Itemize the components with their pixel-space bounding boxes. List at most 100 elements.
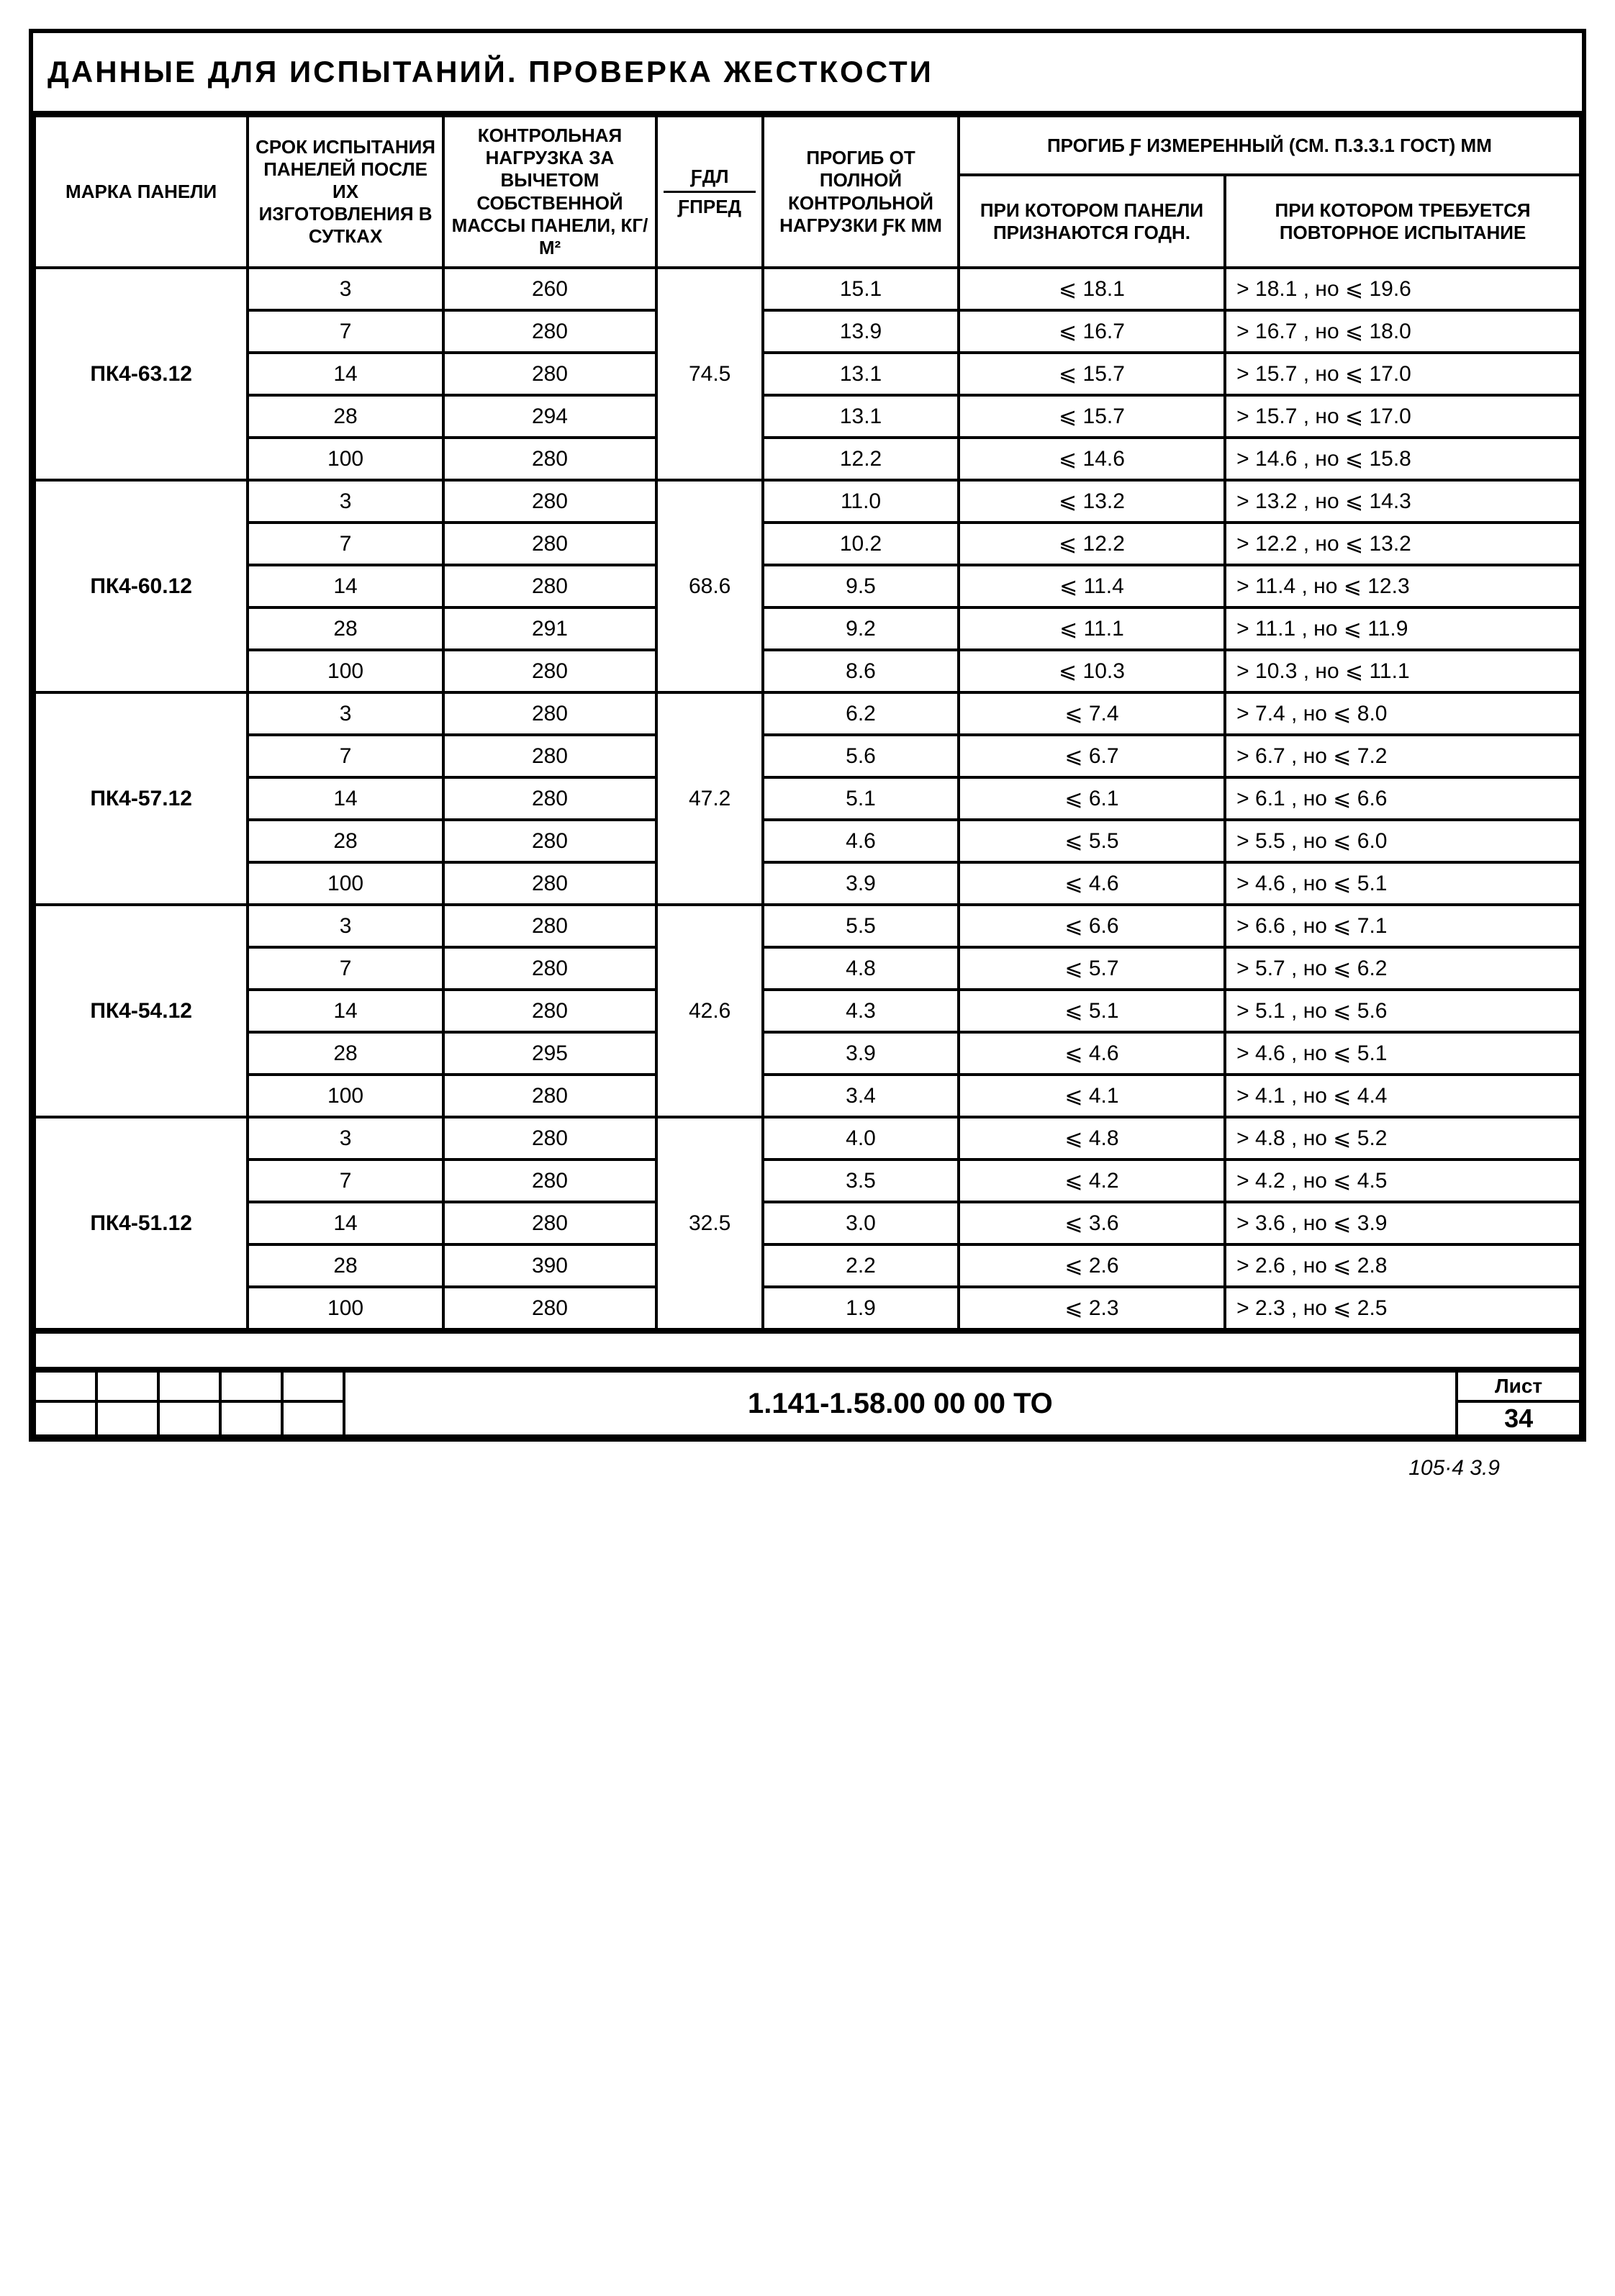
table-row: 1002801.9⩽ 2.3> 2.3 , но ⩽ 2.5	[35, 1287, 1580, 1329]
fk-cell: 10.2	[763, 523, 959, 565]
godny-cell: ⩽ 16.7	[959, 310, 1225, 353]
repeat-cell: > 7.4 , но ⩽ 8.0	[1225, 692, 1580, 735]
load-cell: 390	[443, 1244, 656, 1287]
godny-cell: ⩽ 15.7	[959, 395, 1225, 438]
godny-cell: ⩽ 10.3	[959, 650, 1225, 692]
term-cell: 3	[248, 905, 443, 947]
term-cell: 100	[248, 1287, 443, 1329]
table-row: 282953.9⩽ 4.6> 4.6 , но ⩽ 5.1	[35, 1032, 1580, 1075]
tb-cell	[35, 1401, 96, 1436]
repeat-cell: > 4.8 , но ⩽ 5.2	[1225, 1117, 1580, 1160]
load-cell: 280	[443, 735, 656, 777]
fal-cell: 42.6	[656, 905, 763, 1117]
rigidity-test-table: Марка панели Срок испытания панелей посл…	[33, 114, 1582, 1331]
table-row: 7280 13.9⩽ 16.7> 16.7 , но ⩽ 18.0	[35, 310, 1580, 353]
load-cell: 280	[443, 523, 656, 565]
table-row: ПК4-51.12328032.54.0⩽ 4.8> 4.8 , но ⩽ 5.…	[35, 1117, 1580, 1160]
repeat-cell: > 13.2 , но ⩽ 14.3	[1225, 480, 1580, 523]
header-godny: при котором панели признаются годн.	[959, 175, 1225, 268]
load-cell: 291	[443, 607, 656, 650]
fk-cell: 9.5	[763, 565, 959, 607]
term-cell: 3	[248, 1117, 443, 1160]
document-title: Данные для испытаний. Проверка жесткости	[33, 33, 1582, 114]
repeat-cell: > 16.7 , но ⩽ 18.0	[1225, 310, 1580, 353]
term-cell: 7	[248, 310, 443, 353]
fk-cell: 13.1	[763, 353, 959, 395]
fk-cell: 5.6	[763, 735, 959, 777]
repeat-cell: > 6.1 , но ⩽ 6.6	[1225, 777, 1580, 820]
fk-cell: 4.0	[763, 1117, 959, 1160]
fk-cell: 4.8	[763, 947, 959, 990]
fk-cell: 11.0	[763, 480, 959, 523]
table-row: 10028012.2⩽ 14.6> 14.6 , но ⩽ 15.8	[35, 438, 1580, 480]
table-row: 2829413.1⩽ 15.7> 15.7 , но ⩽ 17.0	[35, 395, 1580, 438]
godny-cell: ⩽ 3.6	[959, 1202, 1225, 1244]
load-cell: 280	[443, 777, 656, 820]
header-fal-bot: ƒпред	[664, 196, 756, 218]
document-number: 1.141-1.58.00 00 00 ТО	[344, 1371, 1457, 1436]
fk-cell: 5.5	[763, 905, 959, 947]
repeat-cell: > 15.7 , но ⩽ 17.0	[1225, 395, 1580, 438]
godny-cell: ⩽ 7.4	[959, 692, 1225, 735]
repeat-cell: > 4.2 , но ⩽ 4.5	[1225, 1160, 1580, 1202]
fk-cell: 5.1	[763, 777, 959, 820]
godny-cell: ⩽ 4.1	[959, 1075, 1225, 1117]
term-cell: 7	[248, 523, 443, 565]
fal-cell: 68.6	[656, 480, 763, 692]
godny-cell: ⩽ 6.7	[959, 735, 1225, 777]
fk-cell: 12.2	[763, 438, 959, 480]
load-cell: 280	[443, 905, 656, 947]
term-cell: 7	[248, 1160, 443, 1202]
spacer-cell	[35, 1332, 1580, 1368]
fk-cell: 9.2	[763, 607, 959, 650]
godny-cell: ⩽ 6.6	[959, 905, 1225, 947]
load-cell: 280	[443, 310, 656, 353]
fk-cell: 4.3	[763, 990, 959, 1032]
godny-cell: ⩽ 11.4	[959, 565, 1225, 607]
fk-cell: 3.9	[763, 862, 959, 905]
tb-cell	[220, 1371, 282, 1401]
term-cell: 100	[248, 862, 443, 905]
load-cell: 280	[443, 1160, 656, 1202]
godny-cell: ⩽ 6.1	[959, 777, 1225, 820]
title-block: 1.141-1.58.00 00 00 ТО Лист 34	[33, 1370, 1582, 1437]
repeat-cell: > 18.1 , но ⩽ 19.6	[1225, 268, 1580, 310]
godny-cell: ⩽ 4.8	[959, 1117, 1225, 1160]
header-mark: Марка панели	[35, 116, 248, 268]
table-row: 1428013.1⩽ 15.7> 15.7 , но ⩽ 17.0	[35, 353, 1580, 395]
tb-cell	[158, 1371, 220, 1401]
panel-mark-cell: ПК4-54.12	[35, 905, 248, 1117]
fk-cell: 3.5	[763, 1160, 959, 1202]
header-deflection: Прогиб ƒ измеренный (см. п.3.3.1 ГОСТ) м…	[959, 116, 1580, 175]
fk-cell: 3.0	[763, 1202, 959, 1244]
fk-cell: 15.1	[763, 268, 959, 310]
term-cell: 100	[248, 438, 443, 480]
godny-cell: ⩽ 18.1	[959, 268, 1225, 310]
header-load: Контрольная нагрузка за вычетом собствен…	[443, 116, 656, 268]
table-row: ПК4-54.12328042.65.5⩽ 6.6> 6.6 , но ⩽ 7.…	[35, 905, 1580, 947]
tb-cell	[96, 1401, 158, 1436]
table-row: ПК4-57.12328047.26.2⩽ 7.4> 7.4 , но ⩽ 8.…	[35, 692, 1580, 735]
load-cell: 260	[443, 268, 656, 310]
godny-cell: ⩽ 4.6	[959, 1032, 1225, 1075]
repeat-cell: > 11.1 , но ⩽ 11.9	[1225, 607, 1580, 650]
fk-cell: 2.2	[763, 1244, 959, 1287]
load-cell: 280	[443, 480, 656, 523]
fk-cell: 3.9	[763, 1032, 959, 1075]
load-cell: 280	[443, 862, 656, 905]
table-row: 1002803.4⩽ 4.1> 4.1 , но ⩽ 4.4	[35, 1075, 1580, 1117]
term-cell: 7	[248, 735, 443, 777]
repeat-cell: > 2.3 , но ⩽ 2.5	[1225, 1287, 1580, 1329]
term-cell: 7	[248, 947, 443, 990]
fk-cell: 13.9	[763, 310, 959, 353]
godny-cell: ⩽ 5.7	[959, 947, 1225, 990]
tb-cell	[220, 1401, 282, 1436]
load-cell: 280	[443, 565, 656, 607]
table-row: 1002808.6⩽ 10.3> 10.3 , но ⩽ 11.1	[35, 650, 1580, 692]
table-row: ПК4-63.12326074.515.1⩽ 18.1> 18.1 , но ⩽…	[35, 268, 1580, 310]
term-cell: 3	[248, 480, 443, 523]
repeat-cell: > 4.6 , но ⩽ 5.1	[1225, 1032, 1580, 1075]
header-fal-top: ƒдл	[664, 166, 756, 188]
repeat-cell: > 5.1 , но ⩽ 5.6	[1225, 990, 1580, 1032]
load-cell: 280	[443, 353, 656, 395]
